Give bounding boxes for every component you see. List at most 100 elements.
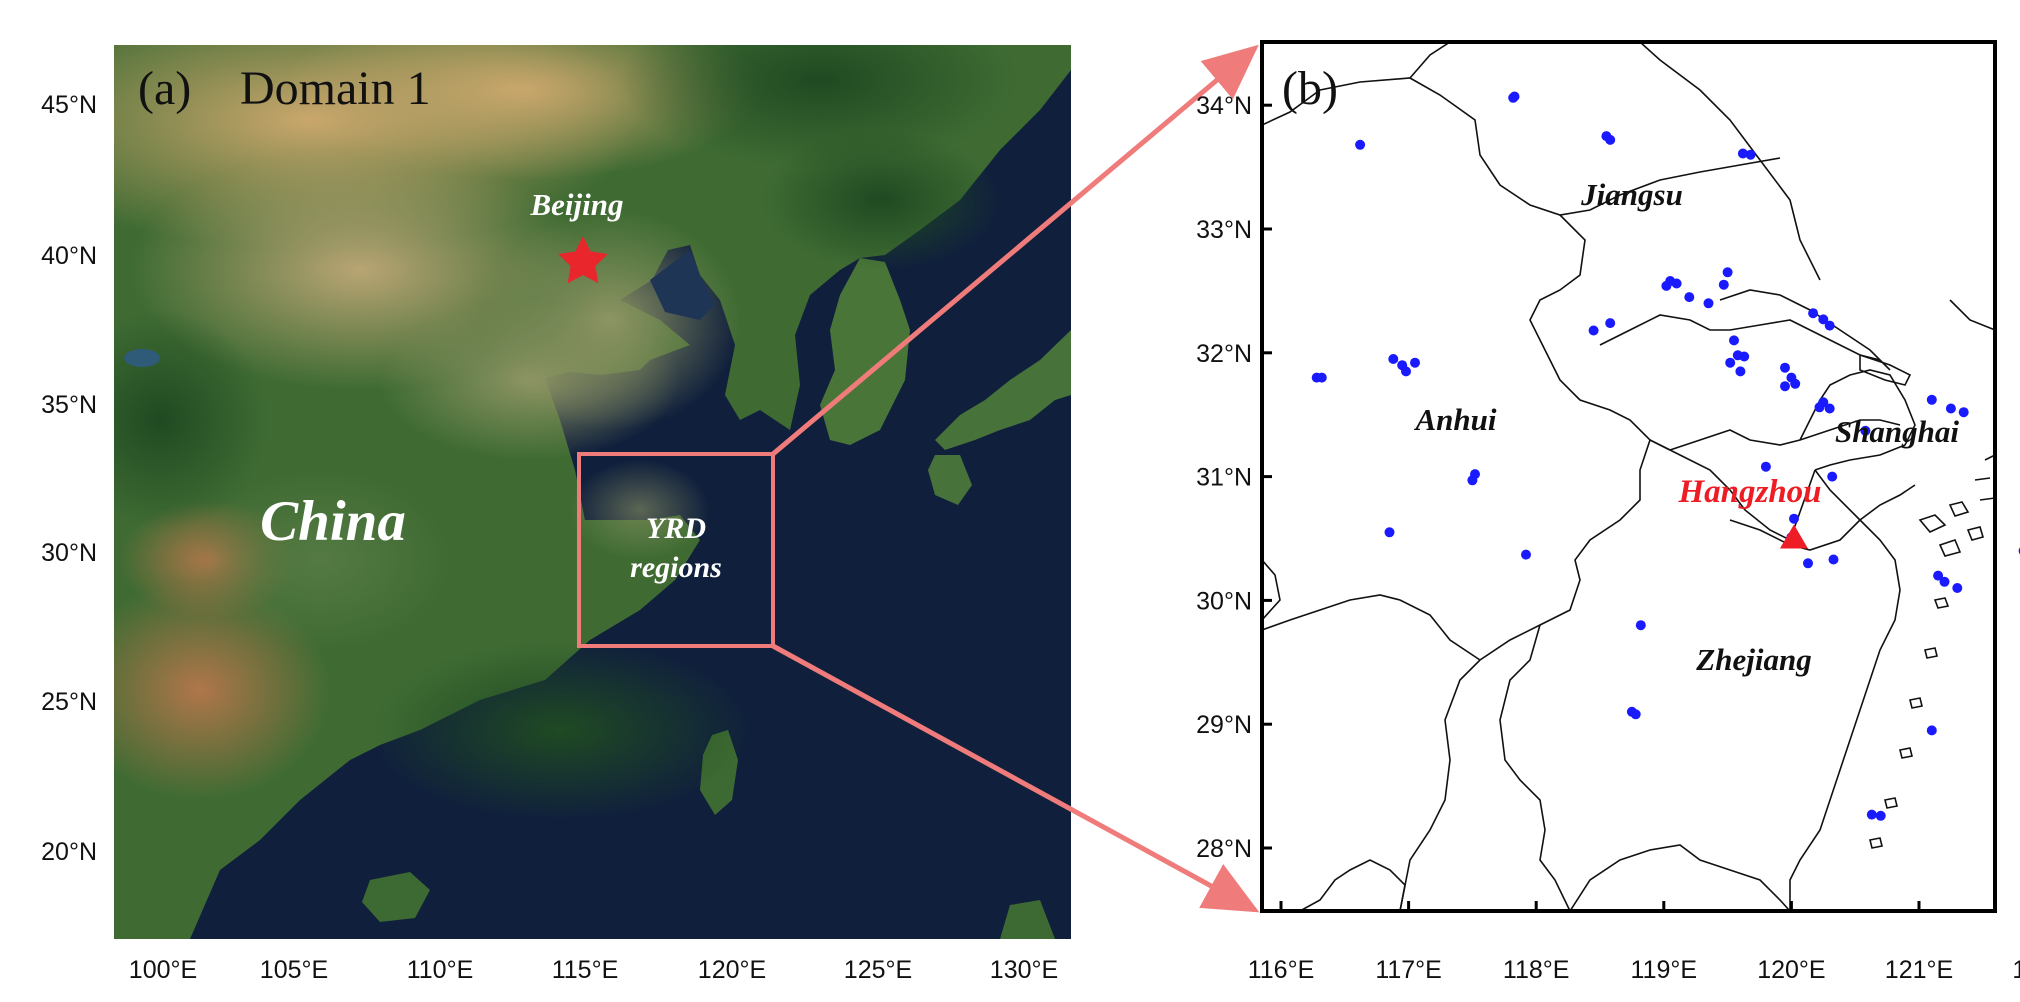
province-label-jiangsu: Jiangsu — [1580, 177, 1683, 212]
monitoring-site-point — [1684, 292, 1695, 303]
lon-tick-a: 120°E — [698, 956, 766, 984]
boundary-southwest-2 — [1499, 624, 1571, 911]
monitoring-site-point — [1630, 709, 1641, 720]
lat-tick-b: 30°N — [1196, 587, 1252, 615]
boundary-west-2 — [1262, 594, 1481, 661]
monitoring-site-point — [1521, 549, 1531, 560]
panel-a-map: Beijing China YRD regions (a) Domain 1 4… — [41, 45, 1071, 984]
monitoring-site-point — [1808, 308, 1819, 319]
bohai-sea — [650, 250, 715, 320]
lon-tick-b: 117°E — [1375, 956, 1442, 984]
lon-tick-a: 130°E — [990, 956, 1058, 984]
panel-a-label: (a) — [138, 62, 191, 115]
hangzhou-label: Hangzhou — [1677, 474, 1821, 510]
boundary-fujian — [1569, 844, 1791, 911]
monitoring-site-point — [1818, 314, 1829, 325]
yrd-label-regions: regions — [630, 551, 722, 584]
monitoring-site-point — [1939, 576, 1950, 587]
monitoring-site-point — [1860, 425, 1871, 436]
monitoring-site-point — [1780, 381, 1790, 392]
monitoring-site-point — [1958, 407, 1969, 418]
hangzhou-triangle-icon — [1779, 524, 1808, 549]
monitoring-site-point — [1760, 461, 1771, 472]
connector-bottom — [771, 643, 1260, 913]
monitoring-site-point — [1401, 366, 1411, 377]
monitoring-site-point — [1355, 139, 1366, 150]
lon-tick-a: 105°E — [260, 956, 328, 984]
panel-b-map: Hangzhou Jiangsu Anhui Shanghai Zhejiang… — [1196, 40, 2020, 984]
monitoring-site-point — [1945, 403, 1956, 414]
zoom-connectors — [771, 44, 1260, 913]
boundary-jiangsu-anhui — [1529, 214, 1671, 451]
landmass-kyushu — [928, 455, 972, 505]
connector-top — [771, 44, 1259, 456]
lat-tick-b: 33°N — [1196, 216, 1252, 244]
monitoring-site-point — [1828, 554, 1839, 565]
monitoring-site-point — [1605, 318, 1616, 329]
monitoring-site-point — [1735, 366, 1746, 377]
landmass-japan — [935, 330, 1071, 450]
monitoring-sites — [1311, 91, 2020, 821]
monitoring-site-point — [1508, 92, 1519, 103]
boundary-anhui-zhejiang — [1399, 439, 1651, 911]
zhejiang-coast — [1789, 469, 1901, 911]
panel-b-ticks: 34°N 33°N 32°N 31°N 30°N 29°N 28°N 116°E 117°E 11… — [1196, 92, 2020, 984]
lon-tick-a: 125°E — [844, 956, 912, 984]
lon-tick-b: 120°E — [1757, 956, 1825, 984]
boundary-north — [1262, 77, 1781, 216]
panel-a-title: Domain 1 — [240, 62, 431, 115]
coastal-islands — [1869, 597, 1950, 849]
monitoring-site-point — [1933, 570, 1944, 581]
lon-tick-a: 100°E — [129, 956, 197, 984]
lon-tick-b: 116°E — [1248, 956, 1315, 984]
zhoushan-islands — [1918, 501, 1985, 557]
yrd-label: YRD — [646, 512, 706, 545]
boundary-jiangsu-south — [1669, 419, 1901, 451]
boundary-north-3 — [1639, 42, 1821, 281]
monitoring-site-point — [1745, 149, 1756, 160]
lat-tick-a: 20°N — [41, 838, 97, 866]
monitoring-site-point — [1605, 134, 1616, 145]
province-label-zhejiang: Zhejiang — [1695, 642, 1811, 677]
beijing-label: Beijing — [529, 187, 623, 222]
monitoring-site-point — [1729, 335, 1739, 346]
beijing-star-icon — [558, 236, 608, 284]
monitoring-site-point — [1410, 357, 1420, 368]
lon-tick-a: 110°E — [407, 956, 474, 984]
monitoring-site-point — [1737, 148, 1748, 159]
china-label: China — [260, 490, 406, 553]
monitoring-site-point — [1866, 809, 1877, 820]
yrd-box — [577, 452, 775, 648]
monitoring-site-point — [1827, 471, 1838, 482]
lon-tick-b: 119°E — [1631, 956, 1698, 984]
lat-tick-a: 25°N — [41, 688, 97, 716]
monitoring-site-point — [1789, 513, 1799, 524]
monitoring-site-point — [1803, 558, 1813, 569]
monitoring-site-point — [1722, 267, 1733, 278]
lon-tick-b: 118°E — [1503, 956, 1570, 984]
lon-tick-b: 121°E — [1885, 956, 1953, 984]
lat-tick-b: 34°N — [1196, 92, 1252, 120]
monitoring-site-point — [1384, 527, 1395, 538]
monitoring-site-point — [1824, 403, 1835, 414]
chongming-island — [1859, 353, 1912, 386]
monitoring-site-point — [1316, 372, 1327, 383]
monitoring-site-point — [1790, 378, 1801, 389]
monitoring-site-point — [1875, 810, 1886, 821]
monitoring-site-point — [1718, 279, 1729, 290]
monitoring-site-point — [1671, 278, 1682, 289]
lat-tick-b: 31°N — [1196, 464, 1252, 492]
lat-tick-b: 29°N — [1196, 711, 1252, 739]
panel-b-label: (b) — [1282, 62, 1338, 115]
landmass-luzon — [1000, 900, 1055, 939]
monitoring-site-point — [1739, 351, 1750, 362]
lat-tick-a: 45°N — [41, 91, 97, 119]
monitoring-site-point — [1725, 357, 1736, 368]
lat-tick-a: 40°N — [41, 242, 97, 270]
boundary-north-2 — [1409, 42, 1451, 79]
yangtze-river — [1599, 314, 1881, 361]
monitoring-site-point — [1467, 475, 1478, 486]
monitoring-site-point — [1780, 362, 1790, 373]
lat-tick-b: 28°N — [1196, 835, 1252, 863]
